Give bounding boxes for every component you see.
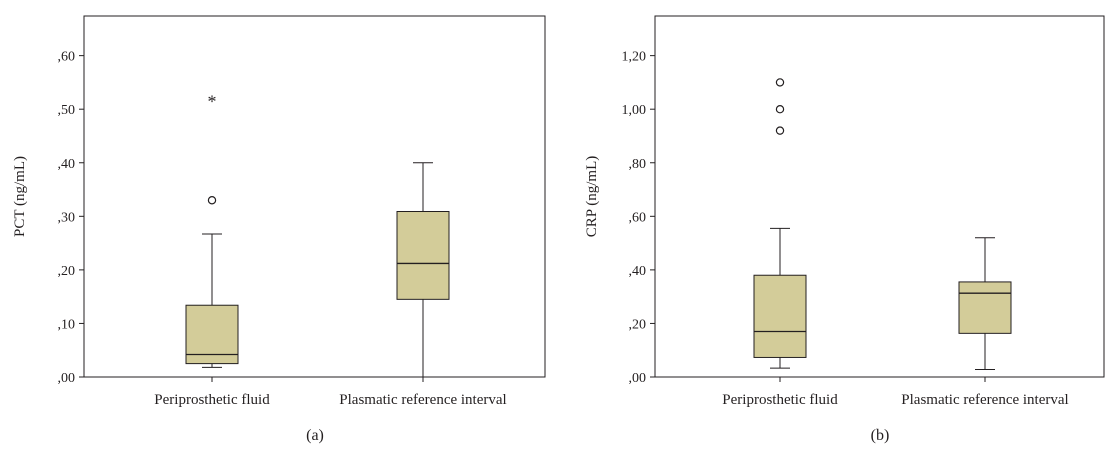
x-category-label: Plasmatic reference interval [901, 392, 1068, 408]
panel-label: (b) [871, 427, 890, 444]
box-1: * [185, 91, 239, 368]
box-body [753, 274, 807, 358]
x-category-label: Plasmatic reference interval [339, 392, 506, 408]
y-tick-label: ,00 [58, 371, 76, 386]
y-tick-label: ,20 [629, 317, 647, 332]
y-tick-label: ,20 [58, 264, 76, 279]
box-2 [958, 237, 1012, 371]
y-tick-label: ,80 [629, 157, 647, 172]
y-tick-label: ,10 [58, 317, 76, 332]
panel-label: (a) [306, 427, 324, 444]
outlier-point [207, 196, 217, 205]
y-tick-label: ,60 [629, 210, 647, 225]
y-axis-label: CRP (ng/mL) [584, 156, 600, 238]
outlier-point [775, 78, 785, 87]
chart-panel-a: ,00 ,10 ,20 ,30 ,40 ,50 ,60 PCT (ng/mL) * Peripro… [12, 15, 546, 444]
box-body [958, 281, 1012, 334]
y-tick-label: ,40 [629, 264, 647, 279]
outlier-point [775, 126, 785, 135]
box-2 [396, 162, 450, 378]
box-1 [753, 78, 807, 369]
x-category-label: Periprosthetic fluid [722, 392, 838, 408]
plot-frame [654, 15, 1105, 378]
y-tick-label: 1,20 [622, 50, 647, 65]
y-axis-label: PCT (ng/mL) [12, 156, 28, 237]
outlier-point [775, 104, 785, 114]
y-tick-label: ,50 [58, 103, 76, 118]
y-tick-label: ,60 [58, 50, 76, 65]
y-tick-label: ,00 [629, 371, 647, 386]
y-tick-label: ,40 [58, 157, 76, 172]
outlier-star: * [208, 91, 217, 111]
chart-panel-b: ,00 ,20 ,40 ,60 ,80 1,00 1,20 CRP (ng/mL) Peripr… [584, 15, 1105, 444]
x-category-label: Periprosthetic fluid [154, 392, 270, 408]
y-tick-label: 1,00 [622, 103, 647, 118]
plot-frame [83, 15, 546, 378]
y-tick-label: ,30 [58, 210, 76, 225]
box-body [396, 210, 450, 300]
